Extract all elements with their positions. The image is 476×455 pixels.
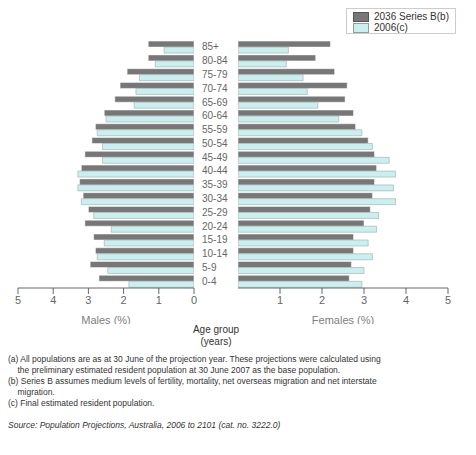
svg-text:1: 1 (277, 294, 283, 306)
svg-text:35-39: 35-39 (202, 179, 228, 190)
html-text:migration.: migration. (8, 387, 55, 397)
svg-text:5: 5 (15, 294, 21, 306)
svg-text:0: 0 (191, 294, 197, 306)
svg-text:40-44: 40-44 (202, 165, 228, 176)
svg-text:2: 2 (121, 294, 127, 306)
html-text:(c) Final estimated resident p: (c) Final estimated resident population. (8, 398, 155, 408)
svg-text:25-29: 25-29 (202, 207, 228, 218)
svg-text:60-64: 60-64 (202, 110, 228, 121)
html-text:Source: Population Projections: Source: Population Projections, Australi… (8, 420, 281, 430)
svg-text:65-69: 65-69 (202, 97, 228, 108)
html-text:(a) All populations are as at: (a) All populations are as at 30 June of… (8, 354, 381, 364)
html-text:(years): (years) (200, 336, 232, 347)
svg-text:4: 4 (50, 294, 56, 306)
svg-text:Males (%): Males (%) (81, 314, 131, 324)
html-text:the preliminary estimated resi: the preliminary estimated resident popul… (8, 365, 341, 375)
svg-text:20-24: 20-24 (202, 221, 228, 232)
svg-text:1: 1 (156, 294, 162, 306)
svg-text:3: 3 (361, 294, 367, 306)
svg-text:50-54: 50-54 (202, 138, 228, 149)
svg-text:5: 5 (445, 294, 451, 306)
svg-text:55-59: 55-59 (202, 124, 228, 135)
svg-text:2: 2 (319, 294, 325, 306)
svg-text:80-84: 80-84 (202, 55, 228, 66)
svg-text:75-79: 75-79 (202, 69, 228, 80)
svg-text:15-19: 15-19 (202, 234, 228, 245)
svg-text:5-9: 5-9 (202, 262, 217, 273)
svg-text:85+: 85+ (202, 41, 219, 52)
svg-text:10-14: 10-14 (202, 248, 228, 259)
html-text:Age group: Age group (192, 324, 240, 335)
svg-text:3: 3 (85, 294, 91, 306)
svg-text:0-4: 0-4 (202, 276, 217, 287)
html-text:(b) Series B assumes medium le: (b) Series B assumes medium levels of fe… (8, 376, 377, 386)
svg-text:Females (%): Females (%) (312, 314, 374, 324)
svg-text:70-74: 70-74 (202, 83, 228, 94)
svg-text:30-34: 30-34 (202, 193, 228, 204)
svg-text:4: 4 (403, 294, 409, 306)
svg-text:45-49: 45-49 (202, 152, 228, 163)
html-text:2006(c): 2006(c) (374, 22, 408, 33)
html-text:2036 Series B(b): 2036 Series B(b) (374, 11, 449, 22)
